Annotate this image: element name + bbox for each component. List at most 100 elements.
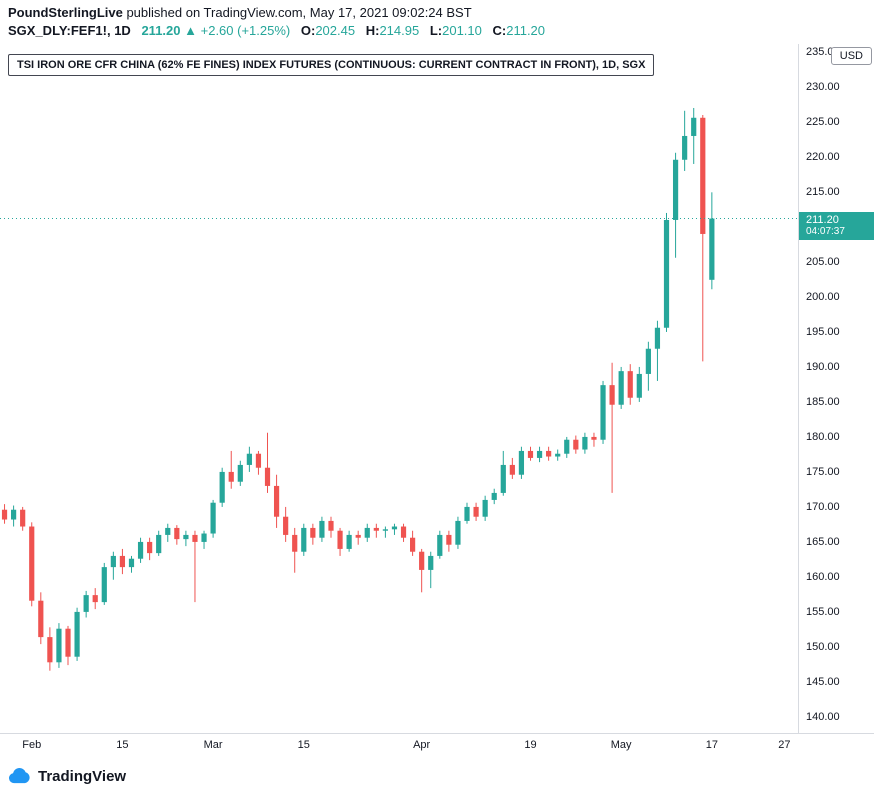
candlestick-chart[interactable] — [0, 44, 798, 733]
candle-body — [691, 117, 697, 136]
price-tick-label: 185.00 — [806, 395, 840, 408]
candle-body — [273, 485, 280, 517]
currency-unit-button[interactable]: USD — [830, 47, 872, 65]
price-tick-label: 205.00 — [806, 255, 840, 268]
last-price-badge: 211.20 04:07:37 — [799, 211, 874, 240]
candle-body — [283, 516, 289, 535]
candle-body — [364, 527, 370, 538]
time-scale[interactable]: Feb 15 Mar 15 Apr 19 May 17 27 — [0, 733, 874, 755]
candle-body — [591, 436, 597, 440]
candle-body — [210, 502, 216, 534]
price-tick-label: 175.00 — [806, 465, 840, 478]
candle-body — [500, 464, 506, 493]
candle-body — [663, 219, 670, 328]
candle-body — [165, 527, 171, 535]
publisher-name[interactable]: PoundSterlingLive — [8, 5, 123, 20]
candle-body — [156, 534, 162, 554]
candle-body — [555, 453, 561, 457]
symbol-name[interactable]: SGX_DLY:FEF1!, — [8, 23, 111, 38]
price-tick-label: 180.00 — [806, 430, 840, 443]
price-scale[interactable]: 211.20 04:07:37 USD 140.00 145.00 150.00 15… — [798, 44, 874, 733]
tradingview-logo-text: TradingView — [38, 767, 127, 785]
candle-body — [337, 530, 343, 549]
candle-body — [74, 611, 80, 657]
candle-body — [564, 439, 570, 454]
candle-body — [201, 533, 207, 542]
candle-body — [446, 534, 452, 545]
candle-body — [292, 534, 298, 552]
candle-body — [174, 527, 180, 540]
candle-body — [237, 464, 243, 482]
change-value: +2.60 (+1.25%) — [200, 23, 291, 38]
candle-body — [83, 595, 89, 612]
time-tick-label: 27 — [778, 739, 791, 751]
tradingview-logo[interactable]: TradingView — [8, 766, 126, 786]
change-arrow-icon: ▲ — [184, 23, 197, 38]
price-tick-label: 145.00 — [806, 675, 840, 688]
close-value: 211.20 — [506, 23, 546, 38]
candle-body — [636, 373, 642, 398]
candle-body — [455, 520, 461, 545]
price-tick-label: 230.00 — [806, 80, 840, 93]
time-tick-label: 15 — [297, 739, 310, 751]
candle-body — [400, 526, 407, 538]
close-pair: C:211.20 — [493, 23, 546, 38]
time-tick-label: 15 — [116, 739, 129, 751]
currency-unit-label: USD — [839, 50, 863, 62]
chart-title: TSI IRON ORE CFR CHINA (62% FE FINES) IN… — [17, 59, 646, 71]
price-tick-label: 150.00 — [806, 640, 840, 653]
price-tick-label: 155.00 — [806, 605, 840, 618]
symbol-legend: SGX_DLY:FEF1!, 1D 211.20 ▲ +2.60 (+1.25%… — [8, 23, 874, 43]
last-price: 211.20 — [141, 23, 181, 38]
candle-body — [518, 450, 525, 475]
candle-body — [419, 551, 425, 570]
candle-body — [137, 541, 144, 559]
candle-body — [346, 534, 352, 549]
candle-body — [228, 471, 234, 482]
candle-body — [491, 492, 497, 500]
candle-body — [47, 637, 53, 663]
candle-body — [264, 467, 271, 486]
price-tick-label: 165.00 — [806, 535, 840, 548]
candle-body — [473, 506, 479, 517]
time-tick-label: 17 — [705, 739, 718, 751]
candle-body — [119, 555, 126, 568]
candle-body — [682, 135, 688, 160]
candle-body — [255, 453, 262, 468]
candle-body — [482, 499, 488, 517]
candle-body — [301, 527, 307, 552]
candle-body — [20, 509, 26, 527]
time-tick-label: May — [610, 739, 632, 751]
publish-info: published on TradingView.com, May 17, 20… — [122, 5, 472, 20]
candle-body — [246, 453, 252, 465]
candle-body — [536, 450, 543, 458]
candle-body — [437, 534, 443, 556]
low-pair: L:201.10 — [430, 23, 482, 38]
time-tick-label: 19 — [524, 739, 537, 751]
chart-title-box: TSI IRON ORE CFR CHINA (62% FE FINES) IN… — [8, 54, 655, 76]
price-tick-label: 140.00 — [806, 710, 840, 723]
footer: TradingView — [0, 755, 874, 797]
price-tick-label: 160.00 — [806, 570, 840, 583]
candle-body — [92, 595, 98, 603]
candle-body — [11, 509, 17, 520]
cloud-logo-icon — [8, 767, 30, 784]
high-value: 214.95 — [379, 23, 420, 38]
candle-body — [654, 327, 661, 349]
interval-label[interactable]: 1D — [114, 23, 131, 38]
candle-body — [672, 159, 679, 220]
candle-body — [627, 371, 633, 398]
candle-body — [110, 555, 116, 568]
candle-body — [147, 541, 153, 554]
candle-body — [183, 534, 189, 540]
candle-body — [391, 526, 398, 530]
candle-body — [600, 385, 606, 440]
open-value: 202.45 — [315, 23, 356, 38]
candle-body — [410, 537, 416, 552]
candle-body — [527, 450, 534, 458]
low-value: 201.10 — [442, 23, 482, 38]
candle-body — [101, 567, 107, 603]
publish-header: PoundSterlingLive published on TradingVi… — [0, 0, 874, 22]
open-label: O: — [300, 23, 316, 38]
